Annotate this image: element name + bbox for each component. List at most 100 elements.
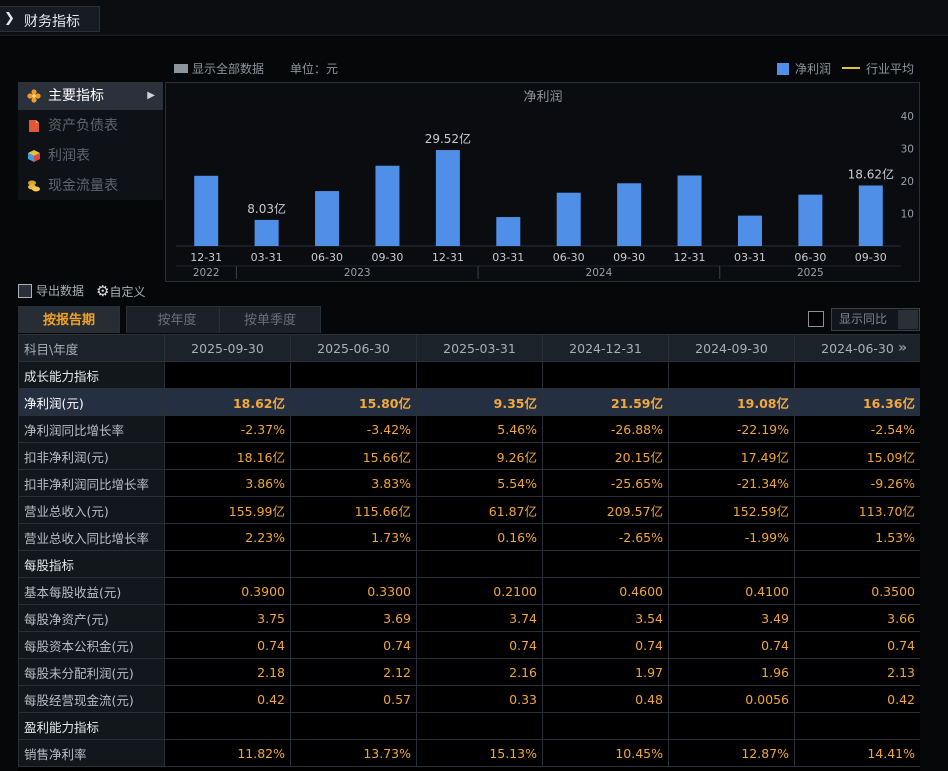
table-cell: 2.16 [416,658,543,686]
data-label: 18.62亿 [848,166,894,181]
table-cell: 9.26亿 [416,442,543,470]
x-tick-label: 03-31 [492,251,524,264]
table-row[interactable]: 营业总收入同比增长率 2.23% 1.73% 0.16% -2.65% -1.99% 1.5… [18,523,920,551]
table-cell: 10.45% [542,739,669,767]
sidebar-item-balance-sheet[interactable]: 资产负债表 [18,112,163,140]
table-cell: -2.54% [794,415,920,443]
table-cell: 21.59亿 [542,388,669,416]
export-data-button[interactable]: 导出数据 [18,282,84,300]
bar [737,215,762,246]
table-cell: 0.74 [416,631,543,659]
row-label: 每股经营现金流(元) [18,685,165,713]
sidebar-item-label: 主要指标 [48,88,104,104]
bar [556,192,581,246]
sidebar-item-label: 利润表 [48,148,90,164]
section-row[interactable]: 每股指标 [18,550,920,578]
table-cell: 0.74 [290,631,417,659]
table-cell: -2.37% [164,415,291,443]
table-row[interactable]: 扣非净利润(元) 18.16亿 15.66亿 9.26亿 20.15亿 17.49亿 15.… [18,442,920,470]
column-header[interactable]: 2025-06-30 [290,334,417,362]
table-cell [794,712,920,740]
sidebar-menu: 主要指标 ▶ 资产负债表 利润表 现金流量表 [18,82,163,200]
table-cell [164,361,291,389]
export-icon [18,283,32,298]
sidebar-item-main-indicators[interactable]: 主要指标 ▶ [18,82,163,110]
column-header[interactable]: 2025-03-31 [416,334,543,362]
cube-icon [28,150,40,162]
table-cell: 15.66亿 [290,442,417,470]
row-label: 扣非净利润(元) [18,442,165,470]
table-cell: 3.75 [164,604,291,632]
x-tick-label: 03-31 [734,251,766,264]
double-chevron-right-icon[interactable]: » [898,340,908,356]
table-row[interactable]: 每股资本公积金(元) 0.74 0.74 0.74 0.74 0.74 0.74 [18,631,920,659]
table-cell: 1.97 [542,658,669,686]
table-cell: 0.74 [794,631,920,659]
table-cell: -9.26% [794,469,920,497]
x-tick-label: 03-31 [251,251,283,264]
table-cell: 61.87亿 [416,496,543,524]
show-yoy-button[interactable]: 显示同比 [831,308,920,331]
table-cell: 0.3300 [290,577,417,605]
unit-label: 单位：元 [290,62,339,76]
table-row[interactable]: 净利润同比增长率 -2.37% -3.42% 5.46% -26.88% -22.19% -… [18,415,920,443]
sidebar-item-cash-flow[interactable]: 现金流量表 [18,172,163,200]
table-cell [542,550,669,578]
table-row[interactable]: 每股经营现金流(元) 0.42 0.57 0.33 0.48 0.0056 0.42 [18,685,920,713]
table-cell: 5.46% [416,415,543,443]
table-cell: 3.54 [542,604,669,632]
table-cell: 0.4600 [542,577,669,605]
table-corner-header: 科目\年度 [18,334,165,362]
chevron-right-icon[interactable]: ❯ [4,11,15,26]
column-header[interactable]: 2024-12-31 [542,334,669,362]
column-header[interactable]: 2024-06-30 [794,334,920,362]
table-cell [794,361,920,389]
row-label: 每股未分配利润(元) [18,658,165,686]
table-cell: 155.99亿 [164,496,291,524]
customize-button[interactable]: ⚙自定义 [96,282,145,300]
x-tick-label: 12-31 [674,251,706,264]
legend-net-profit: 净利润 [777,60,831,78]
show-all-data-link[interactable]: 显示全部数据 [174,60,264,78]
table-cell: -26.88% [542,415,669,443]
legend-swatch-bar [777,62,789,75]
row-label: 基本每股收益(元) [18,577,165,605]
table-cell: 3.86% [164,469,291,497]
row-label: 净利润同比增长率 [18,415,165,443]
table-row[interactable]: 净利润(元) 18.62亿 15.80亿 9.35亿 21.59亿 19.08亿 16.36… [18,388,920,416]
table-cell: 0.74 [542,631,669,659]
table-cell: -3.42% [290,415,417,443]
sidebar-item-income-statement[interactable]: 利润表 [18,142,163,170]
table-cell: 0.57 [290,685,417,713]
section-row[interactable]: 盈利能力指标 [18,712,920,740]
table-cell: 14.41% [794,739,920,767]
x-tick-label: 09-30 [371,251,403,264]
table-cell: 0.4100 [668,577,795,605]
section-row[interactable]: 成长能力指标 [18,361,920,389]
tab-by-quarter[interactable]: 按单季度 [219,306,321,333]
legend-bar-label: 净利润 [795,62,832,76]
table-cell: 2.13 [794,658,920,686]
tab-by-report-period[interactable]: 按报告期 [18,306,120,333]
table-cell [668,712,795,740]
bar [496,217,521,246]
tab-by-year[interactable]: 按年度 [126,306,228,333]
column-header[interactable]: 2024-09-30 [668,334,795,362]
gear-icon: ⚙ [96,282,110,300]
y-tick-label: 20 [901,176,914,188]
table-row[interactable]: 营业总收入(元) 155.99亿 115.66亿 61.87亿 209.57亿 152.5… [18,496,920,524]
table-row[interactable]: 扣非净利润同比增长率 3.86% 3.83% 5.54% -25.65% -21.34% -… [18,469,920,497]
yoy-checkbox[interactable] [808,311,824,327]
column-header[interactable]: 2025-09-30 [164,334,291,362]
table-row[interactable]: 销售净利率 11.82% 13.73% 15.13% 10.45% 12.87% 14.41… [18,739,920,767]
title-bar: ❯ 财务指标 [0,0,948,36]
table-cell [290,361,417,389]
table-row[interactable]: 每股未分配利润(元) 2.18 2.12 2.16 1.97 1.96 2.13 [18,658,920,686]
table-cell: 18.16亿 [164,442,291,470]
table-row[interactable]: 基本每股收益(元) 0.3900 0.3300 0.2100 0.4600 0.4100 0… [18,577,920,605]
window-tab[interactable]: ❯ 财务指标 [0,6,100,32]
document-icon [29,120,39,132]
table-row[interactable]: 每股净资产(元) 3.75 3.69 3.74 3.54 3.49 3.66 [18,604,920,632]
table-cell: 3.66 [794,604,920,632]
chart-canvas: 净利润 10 20 30 40 12-31 03-31 8.03亿 06-30 09-30 12-3… [176,90,914,279]
